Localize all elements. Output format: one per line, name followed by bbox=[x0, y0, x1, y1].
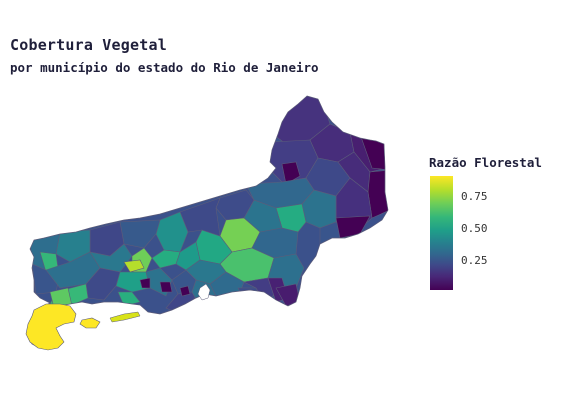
legend-tick-label: 0.25 bbox=[461, 254, 488, 267]
legend-tick-mark bbox=[453, 229, 457, 230]
legend-tick-mark bbox=[453, 261, 457, 262]
legend-tick-mark bbox=[453, 197, 457, 198]
map-title: Cobertura Vegetal bbox=[10, 36, 167, 54]
legend-tick-label: 0.75 bbox=[461, 190, 488, 203]
choropleth-map bbox=[20, 92, 400, 357]
legend-colorbar bbox=[430, 176, 453, 290]
legend-title: Razão Florestal bbox=[429, 155, 542, 170]
legend-tick-label: 0.50 bbox=[461, 222, 488, 235]
map-subtitle: por município do estado do Rio de Janeir… bbox=[10, 60, 319, 75]
